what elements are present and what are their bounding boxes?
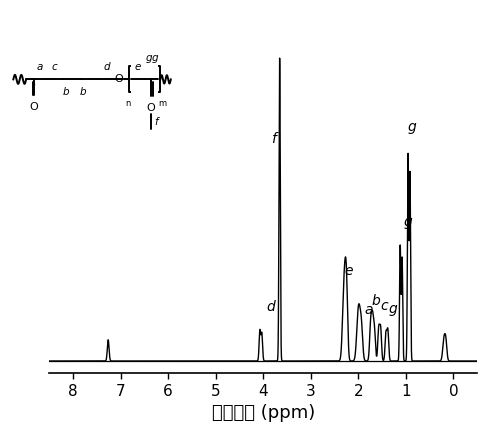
Text: g: g — [151, 53, 158, 63]
Text: e: e — [134, 62, 141, 72]
Text: O: O — [29, 102, 38, 112]
Text: c: c — [52, 62, 58, 72]
Text: d: d — [266, 300, 275, 314]
Text: g: g — [388, 301, 397, 315]
Text: g: g — [145, 53, 152, 63]
Text: a: a — [364, 303, 372, 317]
Text: d: d — [104, 62, 110, 72]
Text: e: e — [345, 264, 353, 278]
Text: g: g — [404, 215, 412, 229]
Text: b: b — [62, 87, 69, 98]
Text: O: O — [146, 103, 155, 113]
Text: n: n — [125, 99, 130, 109]
Text: a: a — [37, 62, 43, 72]
Text: g: g — [407, 120, 416, 134]
Text: O: O — [115, 74, 123, 84]
Text: c: c — [380, 298, 388, 312]
Text: b: b — [80, 87, 87, 98]
Text: b: b — [371, 294, 380, 308]
Text: f: f — [271, 132, 276, 146]
Text: m: m — [158, 99, 166, 109]
Text: f: f — [155, 117, 158, 127]
X-axis label: 化学位移 (ppm): 化学位移 (ppm) — [212, 404, 315, 422]
